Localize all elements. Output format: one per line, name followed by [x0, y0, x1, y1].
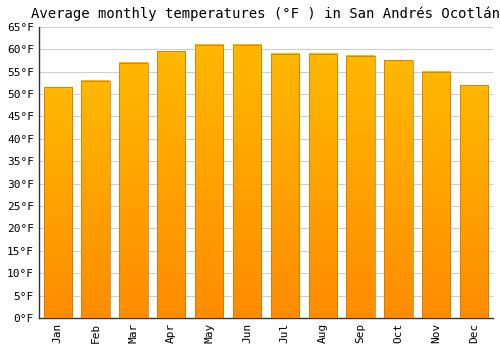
Bar — [233, 45, 261, 318]
Bar — [308, 54, 337, 318]
Bar — [195, 45, 224, 318]
Bar — [157, 51, 186, 318]
Bar — [119, 63, 148, 318]
Bar — [195, 45, 224, 318]
Bar — [82, 80, 110, 318]
Bar — [44, 87, 72, 318]
Bar — [270, 54, 299, 318]
Bar — [460, 85, 488, 318]
Title: Average monthly temperatures (°F ) in San Andrés Ocotlán: Average monthly temperatures (°F ) in Sa… — [32, 7, 500, 21]
Bar — [308, 54, 337, 318]
Bar — [82, 80, 110, 318]
Bar — [346, 56, 375, 318]
Bar — [44, 87, 72, 318]
Bar — [422, 71, 450, 318]
Bar — [422, 71, 450, 318]
Bar — [460, 85, 488, 318]
Bar — [119, 63, 148, 318]
Bar — [384, 60, 412, 318]
Bar — [233, 45, 261, 318]
Bar — [384, 60, 412, 318]
Bar — [270, 54, 299, 318]
Bar — [157, 51, 186, 318]
Bar — [346, 56, 375, 318]
